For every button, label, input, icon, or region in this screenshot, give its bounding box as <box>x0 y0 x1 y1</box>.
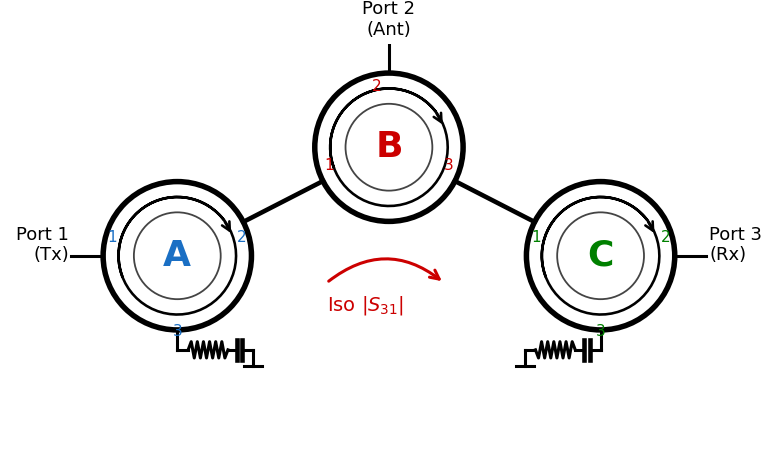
Text: 2: 2 <box>661 230 670 245</box>
Text: 1: 1 <box>324 158 334 173</box>
Text: 2: 2 <box>372 79 382 94</box>
Text: B: B <box>375 130 403 164</box>
Text: C: C <box>587 239 614 273</box>
Text: Iso $|S_{31}|$: Iso $|S_{31}|$ <box>327 294 404 317</box>
Text: A: A <box>163 239 191 273</box>
Text: 2: 2 <box>237 230 247 245</box>
Text: 1: 1 <box>107 230 117 245</box>
Text: 1: 1 <box>531 230 541 245</box>
Text: 3: 3 <box>173 324 182 339</box>
Text: Port 1
(Tx): Port 1 (Tx) <box>16 226 68 265</box>
Text: 3: 3 <box>444 158 454 173</box>
Text: Port 2
(Ant): Port 2 (Ant) <box>363 0 415 38</box>
Text: 3: 3 <box>596 324 605 339</box>
Text: Port 3
(Rx): Port 3 (Rx) <box>709 226 762 265</box>
